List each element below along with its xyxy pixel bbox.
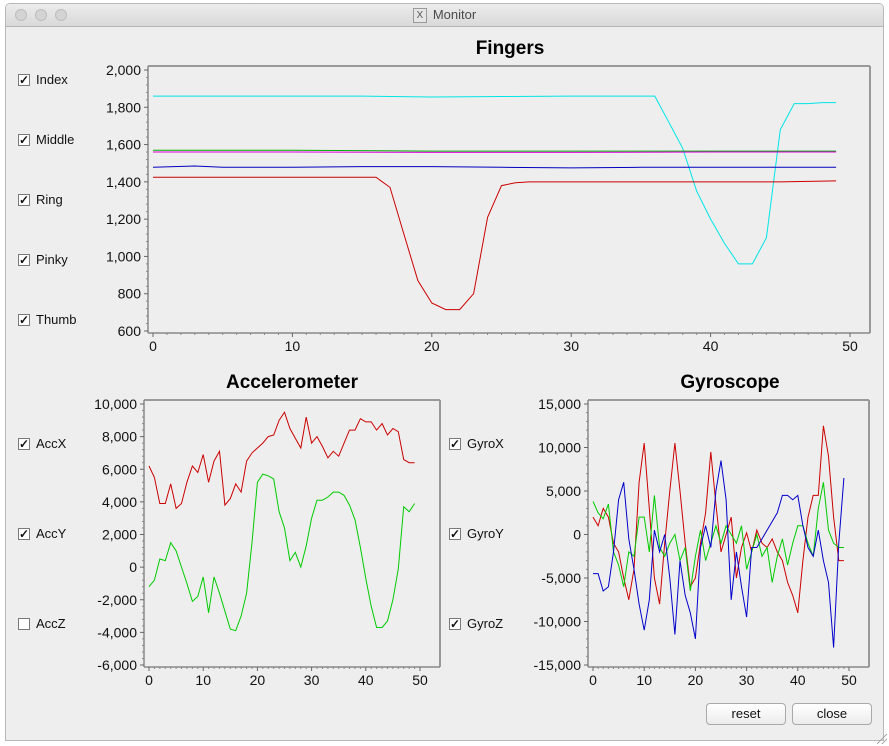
checkbox-accx[interactable]: ✓ AccX [18, 436, 67, 451]
accelerometer-xtick-label: 50 [412, 672, 428, 688]
resize-grip[interactable] [877, 734, 887, 744]
accelerometer-xtick-label: 0 [145, 672, 153, 688]
accelerometer-ytick-label: -4,000 [97, 624, 137, 640]
gyroscope-ytick-label: -5,000 [541, 570, 581, 586]
accelerometer-series-line-1 [148, 411, 415, 510]
fingers-title: Fingers [476, 38, 545, 59]
gyroscope-series-line-3 [593, 460, 845, 648]
checkbox-accz[interactable]: AccZ [18, 616, 66, 631]
gyroscope-ytick-label: 15,000 [538, 396, 581, 412]
checkbox-index[interactable]: ✓ Index [18, 72, 68, 87]
checkbox-gyroz-box[interactable]: ✓ [449, 616, 461, 631]
close-button[interactable]: close [792, 703, 872, 725]
gyroscope-xtick-label: 10 [636, 672, 652, 688]
accelerometer-ytick-label: -2,000 [97, 592, 137, 608]
accelerometer-series-line-2 [148, 473, 416, 632]
fingers-ytick-label: 1,600 [106, 137, 141, 153]
accelerometer-ytick-label: 6,000 [102, 461, 137, 477]
checkbox-ring[interactable]: ✓ Ring [18, 192, 63, 207]
fingers-ytick-label: 800 [118, 286, 142, 302]
gyroscope-xtick-label: 30 [739, 672, 755, 688]
checkbox-accx-box[interactable]: ✓ [18, 436, 30, 451]
gyroscope-ytick-label: 0 [573, 527, 581, 543]
fingers-ytick-label: 1,400 [106, 174, 141, 190]
fingers-xtick-label: 10 [285, 338, 301, 354]
accelerometer-ytick-label: 4,000 [102, 494, 137, 510]
gyroscope-title: Gyroscope [680, 372, 779, 393]
fingers-series-line-4 [152, 165, 837, 169]
checkbox-gyroz[interactable]: ✓ GyroZ [449, 616, 504, 631]
gyroscope-ytick-label: 10,000 [538, 440, 581, 456]
checkbox-accy[interactable]: ✓ AccY [18, 526, 67, 541]
fingers-xtick-label: 0 [149, 338, 157, 354]
monitor-window: X Monitor [5, 3, 884, 741]
zoom-window-button[interactable] [55, 9, 67, 21]
fingers-xtick-label: 20 [424, 338, 440, 354]
accelerometer-ytick-label: 10,000 [94, 396, 137, 412]
gyroscope-xtick-label: 50 [841, 672, 857, 688]
fingers-ytick-label: 1,200 [106, 211, 141, 227]
accelerometer-xtick-label: 10 [195, 672, 211, 688]
accelerometer-ytick-label: 8,000 [102, 429, 137, 445]
checkbox-accy-box[interactable]: ✓ [18, 526, 30, 541]
gyroscope-xtick-label: 0 [589, 672, 597, 688]
checkbox-accz-box[interactable] [18, 617, 30, 630]
checkbox-gyroy-box[interactable]: ✓ [449, 526, 461, 541]
checkbox-gyrox-box[interactable]: ✓ [449, 436, 461, 451]
fingers-series-line-1 [153, 95, 837, 265]
fingers-series-line-2 [153, 149, 837, 152]
checkbox-gyrox[interactable]: ✓ GyroX [449, 436, 504, 451]
checkbox-pinky[interactable]: ✓ Pinky [18, 252, 68, 267]
gyroscope-series-line-2 [592, 482, 844, 592]
accelerometer-title: Accelerometer [226, 372, 359, 393]
minimize-window-button[interactable] [35, 9, 47, 21]
checkbox-thumb[interactable]: ✓ Thumb [18, 312, 77, 327]
gyroscope-ytick-label: -10,000 [534, 614, 582, 630]
checkbox-gyroy[interactable]: ✓ GyroY [449, 526, 504, 541]
checkbox-thumb-box[interactable]: ✓ [18, 312, 30, 327]
gyroscope-xtick-label: 20 [688, 672, 704, 688]
accelerometer-xtick-label: 30 [304, 672, 320, 688]
accelerometer-xtick-label: 40 [358, 672, 374, 688]
accelerometer-ytick-label: 0 [129, 559, 137, 575]
close-window-button[interactable] [15, 9, 27, 21]
fingers-xtick-label: 50 [842, 338, 858, 354]
fingers-ytick-label: 1,800 [106, 99, 141, 115]
checkbox-ring-box[interactable]: ✓ [18, 192, 30, 207]
accelerometer-xtick-label: 20 [250, 672, 266, 688]
fingers-xtick-label: 30 [563, 338, 579, 354]
checkbox-middle[interactable]: ✓ Middle [18, 132, 75, 147]
gyroscope-series-line-1 [592, 425, 844, 613]
reset-button[interactable]: reset [706, 703, 786, 725]
gyroscope-ytick-label: -15,000 [534, 657, 582, 673]
title-bar: X Monitor [6, 4, 883, 27]
checkbox-index-box[interactable]: ✓ [18, 72, 30, 87]
fingers-series-line-5 [153, 176, 837, 311]
fingers-ytick-label: 2,000 [106, 62, 141, 78]
checkbox-pinky-box[interactable]: ✓ [18, 252, 30, 267]
gyroscope-xtick-label: 40 [790, 672, 806, 688]
checkbox-middle-box[interactable]: ✓ [18, 132, 30, 147]
fingers-ytick-label: 600 [118, 323, 142, 339]
fingers-xtick-label: 40 [703, 338, 719, 354]
accelerometer-ytick-label: 2,000 [102, 527, 137, 543]
x11-icon: X [412, 8, 427, 24]
fingers-ytick-label: 1,000 [106, 248, 141, 264]
window-title: X Monitor [6, 7, 883, 24]
gyroscope-ytick-label: 5,000 [546, 483, 581, 499]
accelerometer-ytick-label: -6,000 [97, 657, 137, 673]
